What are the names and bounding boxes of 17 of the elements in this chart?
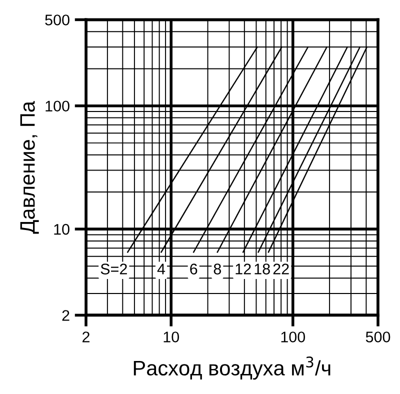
x-axis-title: Расход воздуха м$^{3}$/ч — [134, 356, 330, 380]
series-label: 8 — [214, 264, 221, 274]
series-label: 18 — [254, 264, 270, 274]
x-tick-label: 10 — [164, 332, 180, 342]
y-tick-label: 10 — [54, 224, 70, 235]
y-tick-label: 2 — [62, 310, 70, 321]
y-axis-title: Давление, Па — [20, 100, 39, 234]
y-tick-label: 500 — [45, 14, 70, 26]
series-label: 12 — [236, 264, 251, 274]
x-tick-label: 100 — [281, 332, 306, 342]
x-tick-label: 2 — [82, 332, 90, 342]
series-label: 4 — [157, 264, 166, 274]
x-tick-label: 500 — [366, 332, 390, 342]
y-tick-label: 100 — [46, 100, 70, 112]
series-label: 22 — [273, 264, 289, 274]
series-label: 6 — [190, 264, 198, 274]
series-label: S=2 — [100, 264, 127, 274]
